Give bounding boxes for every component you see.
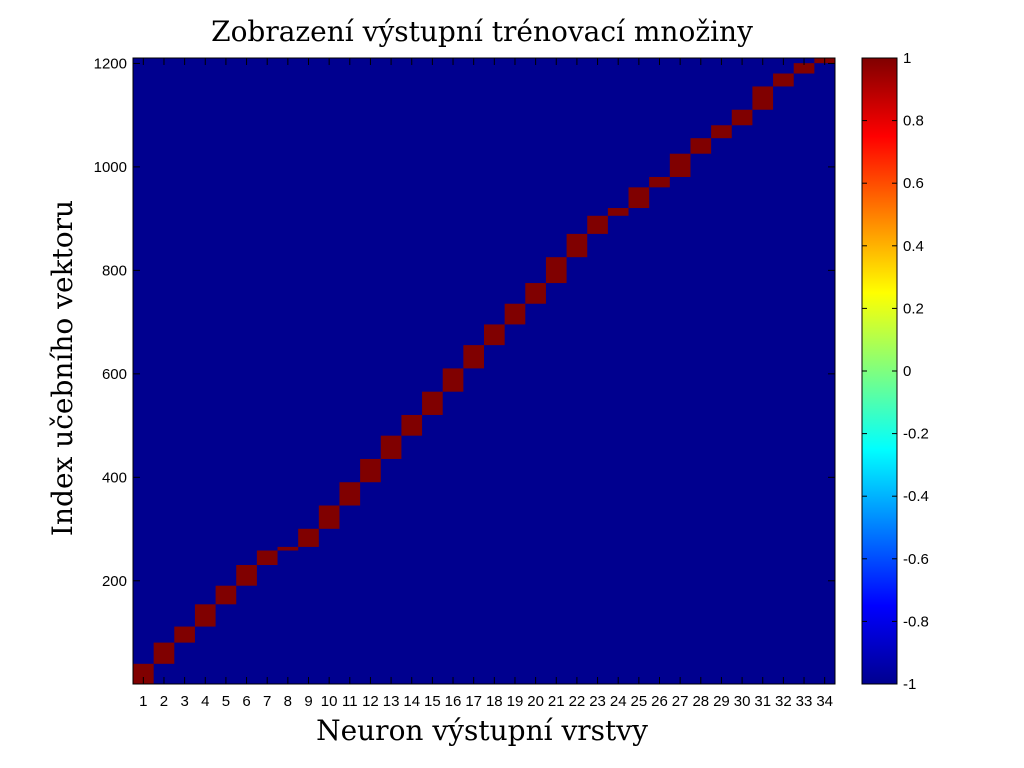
colorbar-ticks: 1 0.8 0.6 0.4 0.2 0 -0.2 -0.4 -0.6 -0.8 -1 bbox=[862, 50, 929, 693]
x-tick-label: 27 bbox=[672, 693, 689, 710]
x-tick-label: 22 bbox=[569, 693, 586, 710]
colorbar-tick-label: 0.4 bbox=[903, 238, 924, 255]
active-block-neuron-15 bbox=[422, 391, 443, 415]
active-block-neuron-12 bbox=[360, 458, 381, 483]
active-block-neuron-18 bbox=[484, 324, 505, 346]
x-tick-label: 32 bbox=[775, 693, 792, 710]
x-tick-label: 18 bbox=[486, 693, 503, 710]
active-blocks bbox=[133, 58, 835, 684]
colorbar-tick-label: 0 bbox=[903, 363, 911, 380]
x-tick-label: 13 bbox=[383, 693, 400, 710]
colorbar-tick-label: -1 bbox=[903, 676, 916, 693]
colorbar-tick-label: 0.8 bbox=[903, 113, 924, 130]
active-block-neuron-9 bbox=[298, 528, 319, 547]
colorbar: 1 0.8 0.6 0.4 0.2 0 -0.2 -0.4 -0.6 -0.8 -1 bbox=[861, 50, 929, 693]
colorbar-tick-label: 0.6 bbox=[903, 175, 924, 192]
heatmap-background bbox=[133, 58, 835, 684]
active-block-neuron-5 bbox=[215, 585, 237, 605]
x-tick-label: 21 bbox=[548, 693, 565, 710]
active-block-neuron-14 bbox=[401, 414, 423, 436]
x-tick-label: 4 bbox=[201, 693, 209, 710]
y-tick-label: 400 bbox=[102, 469, 127, 486]
x-tick-label: 7 bbox=[263, 693, 271, 710]
x-tick-label: 19 bbox=[507, 693, 524, 710]
x-tick-label: 24 bbox=[610, 693, 627, 710]
active-block-neuron-8 bbox=[277, 546, 299, 551]
active-block-neuron-25 bbox=[628, 187, 650, 209]
active-block-neuron-3 bbox=[174, 626, 195, 643]
x-tick-label: 25 bbox=[631, 693, 648, 710]
active-block-neuron-6 bbox=[236, 565, 257, 586]
active-block-neuron-10 bbox=[318, 505, 340, 529]
chart-title: Zobrazení výstupní trénovací množiny bbox=[211, 15, 753, 48]
x-tick-label: 3 bbox=[180, 693, 188, 710]
active-block-neuron-20 bbox=[525, 283, 546, 304]
colorbar-tick-label: -0.8 bbox=[903, 613, 929, 630]
active-block-neuron-23 bbox=[587, 215, 608, 234]
active-block-neuron-11 bbox=[339, 482, 361, 506]
colorbar-tick-label: -0.6 bbox=[903, 551, 929, 568]
active-block-neuron-21 bbox=[545, 257, 567, 284]
colorbar-tick-label: -0.4 bbox=[903, 488, 929, 505]
x-tick-label: 28 bbox=[692, 693, 709, 710]
y-tick-label: 800 bbox=[102, 262, 127, 279]
active-block-neuron-24 bbox=[607, 208, 629, 216]
active-block-neuron-33 bbox=[793, 63, 815, 74]
active-block-neuron-29 bbox=[711, 125, 732, 139]
y-tick-label: 1000 bbox=[94, 159, 127, 176]
x-tick-label: 33 bbox=[796, 693, 813, 710]
x-tick-label: 16 bbox=[445, 693, 462, 710]
active-block-neuron-28 bbox=[690, 138, 712, 154]
x-tick-label: 8 bbox=[284, 693, 292, 710]
colorbar-tick-label: -0.2 bbox=[903, 426, 929, 443]
active-block-neuron-27 bbox=[669, 153, 691, 177]
x-tick-label: 31 bbox=[754, 693, 771, 710]
colorbar-tick-label: 1 bbox=[903, 50, 911, 67]
active-block-neuron-30 bbox=[731, 109, 753, 126]
x-tick-label: 23 bbox=[589, 693, 606, 710]
y-axis-label: Index učebního vektoru bbox=[46, 200, 79, 536]
x-axis-label: Neuron výstupní vrstvy bbox=[316, 714, 648, 747]
x-tick-label: 17 bbox=[465, 693, 482, 710]
active-block-neuron-2 bbox=[153, 642, 175, 664]
x-tick-label: 11 bbox=[342, 693, 358, 710]
x-tick-label: 15 bbox=[424, 693, 441, 710]
x-tick-label: 30 bbox=[734, 693, 751, 710]
colorbar-tick-label: 0.2 bbox=[903, 300, 924, 317]
plot-frame bbox=[132, 57, 836, 685]
x-tick-label: 20 bbox=[527, 693, 544, 710]
x-tick-label: 10 bbox=[321, 693, 338, 710]
active-block-neuron-31 bbox=[752, 86, 774, 110]
x-tick-label: 5 bbox=[222, 693, 230, 710]
x-axis-ticks: 1 2 3 4 5 6 7 8 9 10 11 12 13 14 15 16 17 18 19 20 21 22 23 24 2… bbox=[139, 58, 833, 710]
x-tick-label: 9 bbox=[304, 693, 312, 710]
y-tick-label: 600 bbox=[102, 366, 127, 383]
y-axis-ticks: 200 400 600 800 1000 1200 bbox=[94, 55, 835, 590]
active-block-neuron-26 bbox=[649, 176, 670, 188]
active-block-neuron-22 bbox=[566, 233, 588, 258]
y-tick-label: 1200 bbox=[94, 55, 127, 72]
active-block-neuron-16 bbox=[442, 368, 464, 392]
x-tick-label: 34 bbox=[816, 693, 833, 710]
x-tick-label: 1 bbox=[139, 693, 147, 710]
active-block-neuron-7 bbox=[256, 550, 278, 566]
x-tick-label: 12 bbox=[362, 693, 379, 710]
x-tick-label: 2 bbox=[160, 693, 168, 710]
active-block-neuron-4 bbox=[194, 604, 216, 627]
active-block-neuron-32 bbox=[773, 73, 794, 87]
active-block-neuron-17 bbox=[463, 345, 484, 369]
x-tick-label: 26 bbox=[651, 693, 668, 710]
y-tick-label: 200 bbox=[102, 573, 127, 590]
active-block-neuron-13 bbox=[380, 435, 402, 459]
active-block-neuron-19 bbox=[504, 303, 526, 325]
active-block-neuron-1 bbox=[133, 663, 154, 684]
colorbar-gradient bbox=[861, 57, 898, 685]
x-tick-label: 6 bbox=[242, 693, 250, 710]
x-tick-label: 29 bbox=[713, 693, 730, 710]
x-tick-label: 14 bbox=[403, 693, 420, 710]
